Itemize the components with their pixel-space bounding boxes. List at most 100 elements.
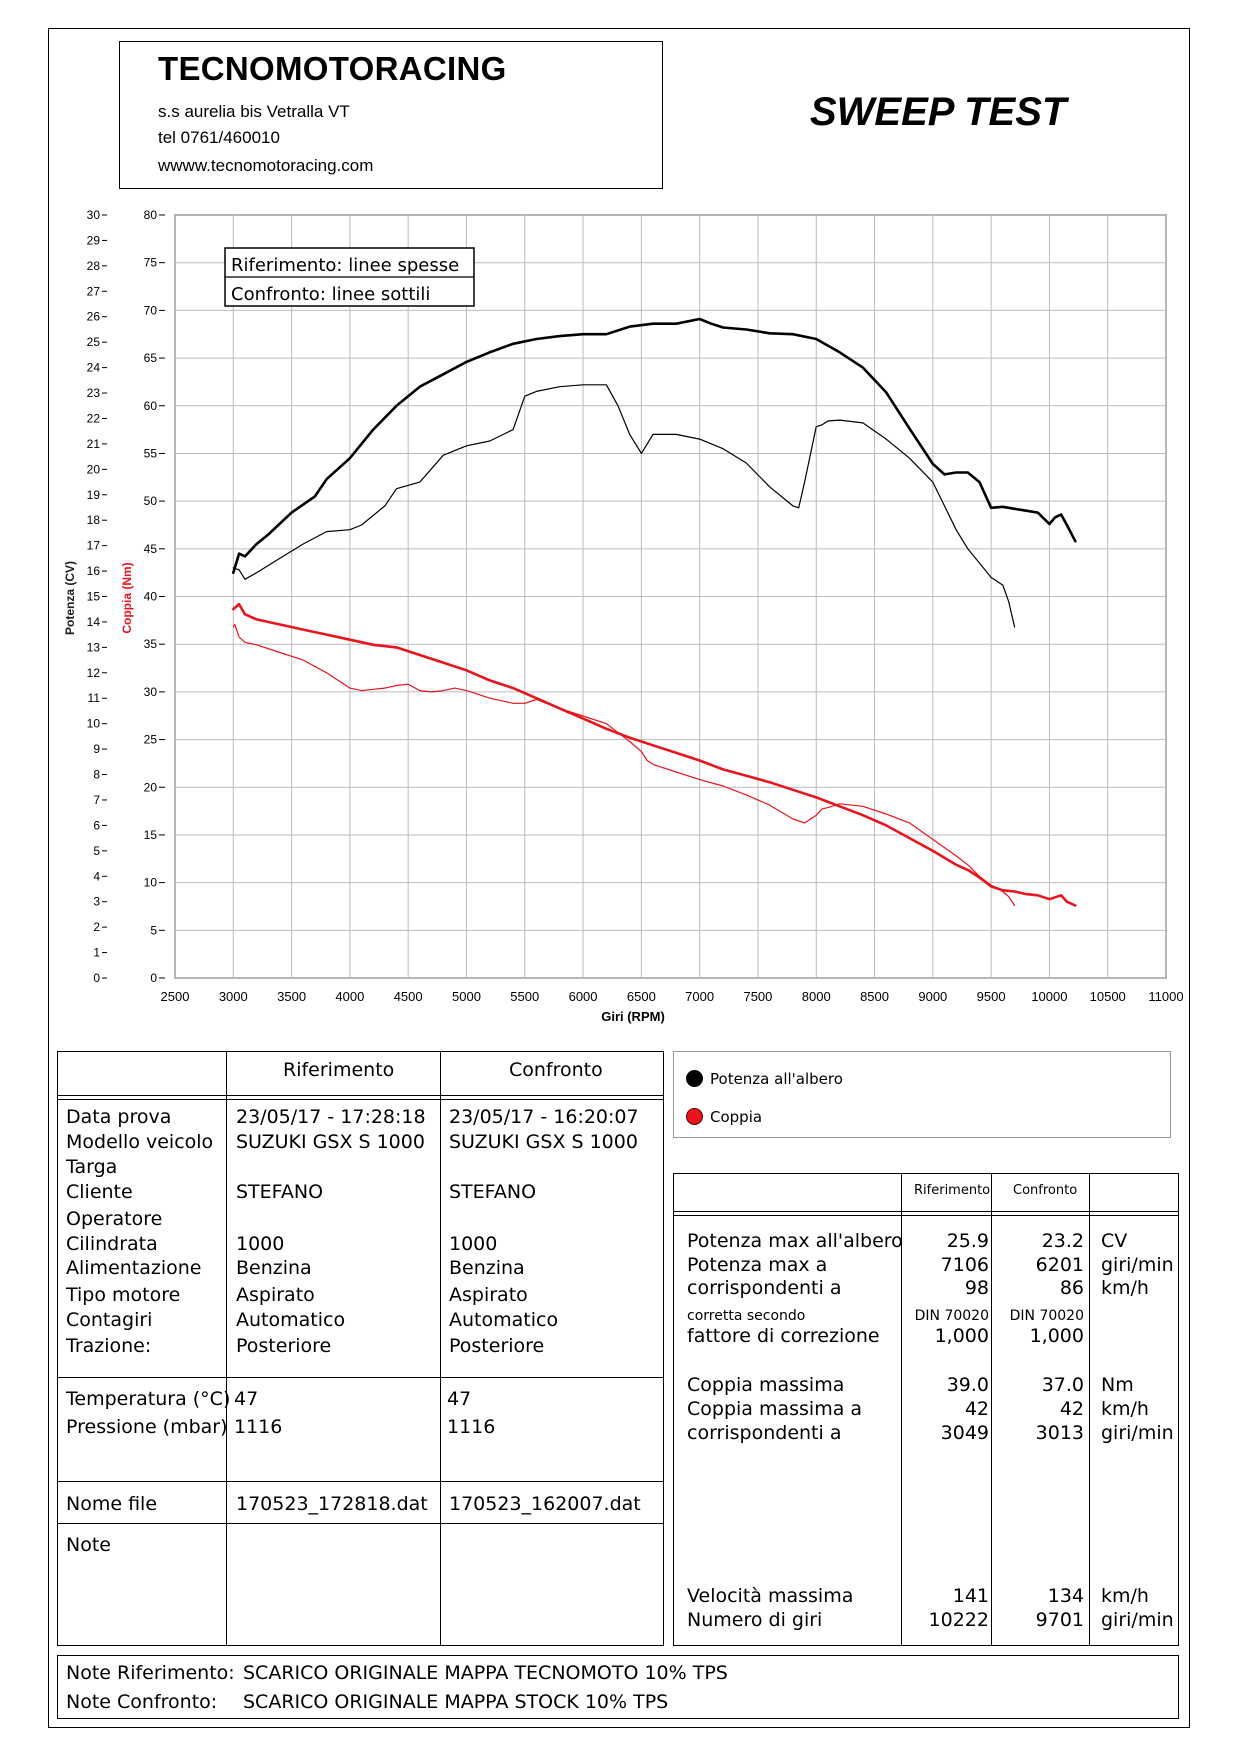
x-tick-label: 10500: [1090, 989, 1126, 1004]
cv-tick-label: 6: [93, 818, 100, 832]
note-cmp-label: Note Confronto:: [66, 1691, 218, 1713]
info-col-header-cmp: Confronto: [509, 1059, 603, 1081]
result-label: Coppia massima: [687, 1374, 845, 1396]
env-row-label: Pressione (mbar): [66, 1416, 228, 1438]
result-unit: giri/min: [1101, 1609, 1174, 1631]
inset-legend-ref: Riferimento: linee spesse: [231, 255, 459, 276]
cv-tick-label: 0: [93, 971, 100, 985]
x-tick-label: 6500: [627, 989, 656, 1004]
cv-tick-label: 26: [87, 310, 101, 324]
results-vline-3: [1089, 1173, 1090, 1646]
info-table: [57, 1051, 664, 1646]
x-tick-label: 11000: [1148, 989, 1183, 1004]
env-row-cmp: 1116: [447, 1416, 496, 1438]
file-ref: 170523_172818.dat: [236, 1493, 428, 1515]
env-row-ref: 1116: [234, 1416, 283, 1438]
result-label: Coppia massima a: [687, 1398, 863, 1420]
y-axis-label-power: Potenza (CV): [63, 561, 77, 635]
note-cmp-text: SCARICO ORIGINALE MAPPA STOCK 10% TPS: [243, 1691, 669, 1713]
result-unit: Nm: [1101, 1374, 1134, 1396]
note-ref-text: SCARICO ORIGINALE MAPPA TECNOMOTO 10% TP…: [243, 1662, 728, 1684]
result-ref-value: 39.0: [946, 1374, 989, 1396]
chart-series: [232, 317, 1077, 907]
result-ref-value: DIN 70020: [914, 1308, 989, 1324]
company-website: wwww.tecnomotoracing.com: [158, 156, 374, 175]
nm-tick-label: 65: [144, 351, 158, 365]
info-row-cmp: Posteriore: [449, 1335, 545, 1357]
result-label: fattore di correzione: [687, 1325, 880, 1347]
info-table-vline-1: [226, 1051, 227, 1646]
x-tick-label: 3500: [277, 989, 306, 1004]
nm-tick-label: 60: [144, 399, 158, 413]
nm-tick-label: 40: [144, 590, 158, 604]
torque-line-cmp: [232, 623, 1016, 907]
nm-tick-label: 75: [144, 256, 158, 270]
nm-tick-label: 45: [144, 542, 158, 556]
info-row-ref: 23/05/17 - 17:28:18: [236, 1106, 426, 1128]
x-tick-label: 5500: [510, 989, 539, 1004]
power-line-ref: [232, 317, 1077, 574]
chart-grid: [174, 214, 1167, 979]
result-ref-value: 3049: [940, 1422, 989, 1444]
nm-tick-label: 20: [144, 780, 158, 794]
result-unit: km/h: [1101, 1398, 1149, 1420]
result-unit: CV: [1101, 1230, 1128, 1252]
chart-axes: 2500 3000 3500 4000 4500 5000 5500 6000 6500 7000…: [87, 208, 1184, 1004]
nm-tick-label: 70: [144, 303, 158, 317]
cv-tick-label: 17: [87, 539, 101, 553]
file-cmp: 170523_162007.dat: [449, 1493, 641, 1515]
cv-tick-label: 11: [88, 691, 101, 705]
results-header-rule-2: [673, 1215, 1179, 1216]
cv-tick-label: 15: [87, 590, 101, 604]
info-table-rule-note: [57, 1523, 664, 1524]
x-tick-label: 8500: [860, 989, 889, 1004]
x-tick-label: 9500: [977, 989, 1006, 1004]
cv-tick-label: 1: [93, 946, 100, 960]
report-title: SWEEP TEST: [810, 90, 1067, 134]
cv-tick-label: 7: [93, 793, 100, 807]
info-row-label: Cilindrata: [66, 1233, 158, 1255]
x-tick-label: 4500: [394, 989, 423, 1004]
company-name: TECNOMOTORACING: [158, 50, 507, 87]
info-table-header-rule-2: [57, 1099, 664, 1100]
x-tick-label: 7500: [743, 989, 772, 1004]
x-tick-label: 2500: [161, 989, 190, 1004]
env-row-cmp: 47: [447, 1388, 472, 1410]
info-row-ref: 1000: [236, 1233, 285, 1255]
cv-tick-label: 5: [93, 844, 100, 858]
info-row-ref: Aspirato: [236, 1284, 315, 1306]
nm-tick-label: 30: [144, 685, 158, 699]
env-row-label: Temperatura (°C): [66, 1388, 231, 1410]
nm-tick-label: 15: [144, 828, 158, 842]
company-phone: tel 0761/460010: [158, 128, 280, 147]
result-ref-value: 98: [964, 1277, 989, 1299]
power-legend-label: Potenza all'albero: [710, 1070, 843, 1088]
company-address: s.s aurelia bis Vetralla VT: [158, 102, 350, 121]
x-tick-label: 9000: [918, 989, 947, 1004]
power-line-cmp: [232, 384, 1016, 628]
company-box: [119, 41, 663, 189]
info-row-ref: STEFANO: [236, 1181, 324, 1203]
result-cmp-value: 42: [1059, 1398, 1084, 1420]
x-tick-label: 4000: [335, 989, 364, 1004]
results-vline-1: [901, 1173, 902, 1646]
info-row-cmp: Automatico: [449, 1309, 559, 1331]
result-cmp-value: 6201: [1035, 1254, 1084, 1276]
results-col-header-cmp: Confronto: [1013, 1183, 1078, 1198]
info-table-rule-file: [57, 1481, 664, 1482]
info-row-label: Cliente: [66, 1181, 133, 1203]
cv-tick-label: 8: [93, 768, 100, 782]
result-unit: km/h: [1101, 1585, 1149, 1607]
result-label: Numero di giri: [687, 1609, 823, 1631]
info-row-ref: SUZUKI GSX S 1000: [236, 1131, 425, 1153]
cv-tick-label: 2: [93, 920, 100, 934]
x-tick-label: 3000: [219, 989, 248, 1004]
cv-tick-label: 24: [87, 361, 101, 375]
result-cmp-value: 134: [1047, 1585, 1084, 1607]
result-ref-value: 25.9: [946, 1230, 989, 1252]
result-ref-value: 10222: [928, 1609, 989, 1631]
cv-tick-label: 13: [87, 640, 101, 654]
cv-tick-label: 3: [93, 895, 100, 909]
result-label: Velocità massima: [687, 1585, 854, 1607]
nm-tick-label: 80: [144, 208, 158, 222]
